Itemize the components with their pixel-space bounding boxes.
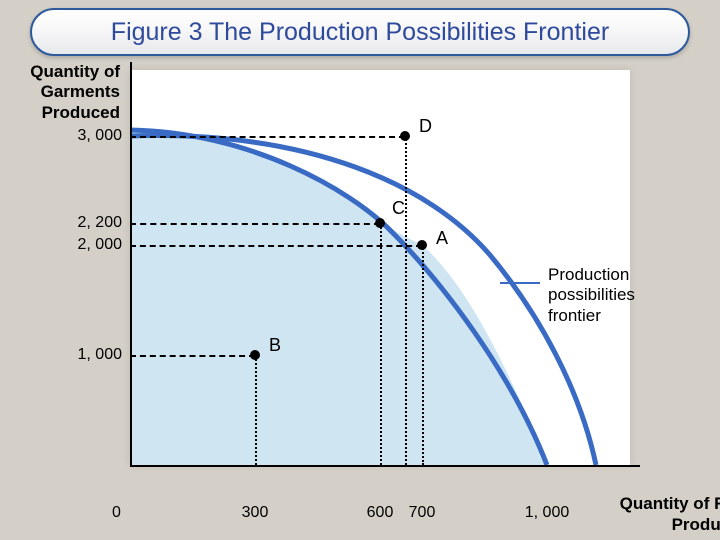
chart-area: D C A B 3, 000 2, 200 2, 000 1, 000 300 …: [130, 70, 690, 500]
guide-h-3000: [130, 136, 405, 138]
guide-h-2000: [130, 245, 422, 247]
x-axis: [130, 465, 640, 467]
point-d: [400, 131, 410, 141]
xtick-300: 300: [242, 504, 269, 522]
ytick-2200: 2, 200: [72, 214, 122, 232]
point-c-label: C: [392, 198, 405, 219]
ytick-3000: 3, 000: [72, 127, 122, 145]
guide-v-700: [422, 245, 424, 465]
figure-title-bar: Figure 3 The Production Possibilities Fr…: [30, 8, 690, 56]
guide-v-660d: [405, 136, 407, 465]
legend-text: Production possibilities frontier: [548, 265, 668, 326]
y-axis: [130, 62, 132, 465]
x-axis-label: Quantity of Rice Produced: [550, 494, 720, 535]
point-a-label: A: [436, 228, 448, 249]
point-b-label: B: [269, 335, 281, 356]
point-d-label: D: [419, 116, 432, 137]
origin-label: 0: [112, 504, 121, 522]
point-b: [250, 350, 260, 360]
guide-h-1000: [130, 355, 255, 357]
point-c: [375, 218, 385, 228]
guide-v-300: [255, 355, 257, 465]
guide-h-2200: [130, 223, 380, 225]
ytick-2000: 2, 000: [72, 236, 122, 254]
ytick-1000: 1, 000: [72, 346, 122, 364]
figure-title: Figure 3 The Production Possibilities Fr…: [111, 18, 609, 47]
xtick-600: 600: [367, 504, 394, 522]
y-axis-label: Quantity of Garments Produced: [10, 62, 120, 123]
guide-v-600: [380, 223, 382, 465]
legend-line: [500, 282, 540, 284]
ppf-fill: [130, 130, 547, 465]
xtick-700: 700: [409, 504, 436, 522]
point-a: [417, 240, 427, 250]
